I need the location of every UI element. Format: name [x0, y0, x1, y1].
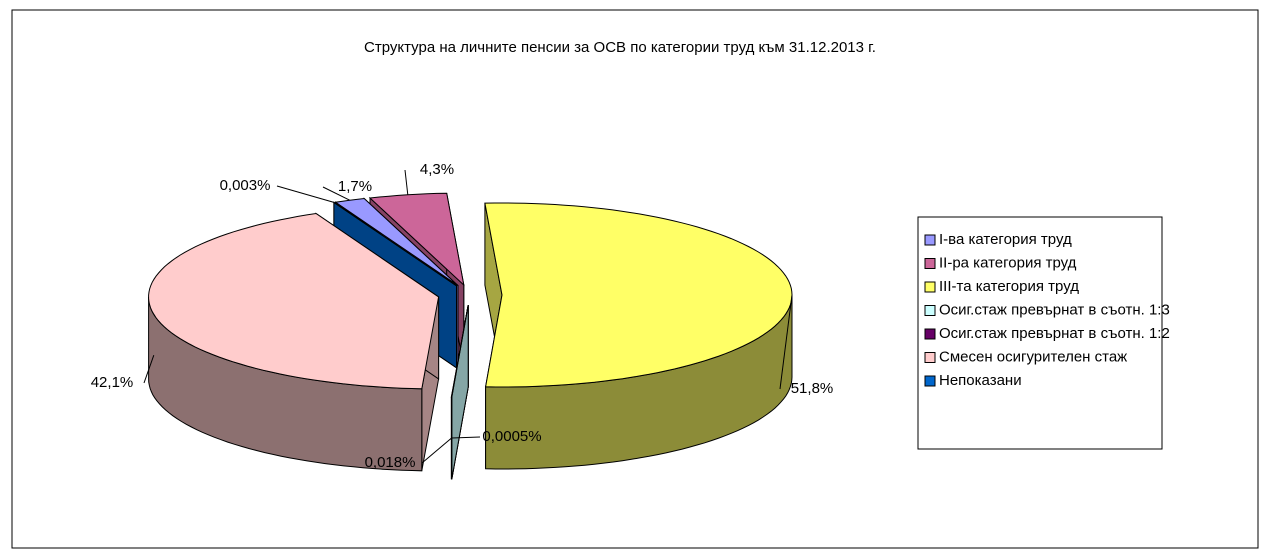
legend-swatch — [924, 352, 936, 363]
data-label: 51,8% — [791, 380, 834, 397]
data-label: 42,1% — [91, 374, 134, 391]
slice-top — [451, 305, 469, 398]
legend-swatch — [924, 234, 936, 246]
legend-label: II-ра категория труд — [939, 254, 1077, 271]
legend-label: III-та категория труд — [939, 278, 1079, 295]
leader-line — [421, 437, 452, 464]
legend-label: I-ва категория труд — [939, 231, 1072, 248]
leader-line — [451, 436, 481, 439]
leader-line — [276, 185, 335, 203]
data-label: 1,7% — [338, 178, 372, 195]
pie-slice — [484, 202, 793, 470]
leader-line — [404, 169, 409, 195]
leader-line — [143, 355, 155, 384]
legend-label: Осиг.стаж превърнат в съотн. 1:2 — [939, 325, 1170, 342]
legend-swatch — [924, 258, 936, 269]
legend-swatch — [924, 375, 936, 387]
pie-slice — [451, 305, 469, 480]
leader-line — [322, 186, 350, 201]
legend-label: Непоказани — [939, 372, 1022, 389]
pie-slice — [148, 212, 440, 472]
slice-side-shade — [485, 295, 792, 469]
data-label: 0,0005% — [482, 428, 541, 445]
slice-side-shade — [148, 296, 422, 471]
data-label: 4,3% — [420, 161, 454, 178]
legend-swatch — [924, 281, 936, 293]
slice-top — [148, 212, 440, 390]
legend-swatch — [924, 328, 936, 340]
legend-swatch — [924, 305, 936, 316]
chart-title: Структура на личните пенсии за ОСВ по ка… — [364, 39, 876, 56]
legend-label: Смесен осигурителен стаж — [939, 348, 1127, 365]
legend-box — [917, 216, 1163, 450]
data-label: 0,018% — [365, 454, 416, 471]
slice-wall-shade — [451, 305, 469, 479]
leader-line — [779, 294, 793, 390]
data-label: 0,003% — [220, 177, 271, 194]
legend-label: Осиг.стаж превърнат в съотн. 1:3 — [939, 301, 1170, 318]
